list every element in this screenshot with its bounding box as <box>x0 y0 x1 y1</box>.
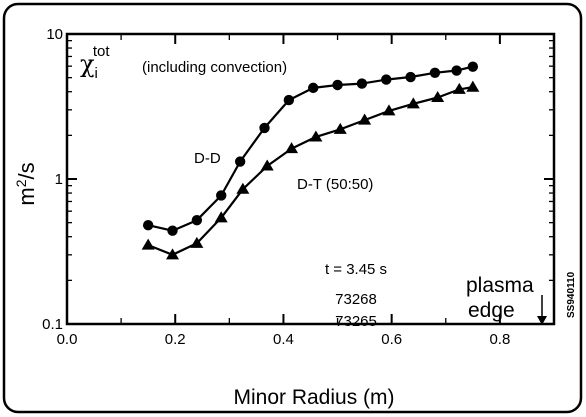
data-point <box>358 113 372 125</box>
data-point <box>381 74 392 85</box>
y-axis-label: m2/s <box>13 162 39 205</box>
time-label: t = 3.45 s <box>325 261 387 278</box>
quantity-label: χitot <box>80 43 110 82</box>
plasma-edge-arrow-icon <box>537 316 547 325</box>
x-tick-label: 0.0 <box>57 331 78 348</box>
data-point <box>466 80 480 92</box>
y-tick-label: 0.1 <box>42 316 63 333</box>
data-point <box>332 79 343 91</box>
data-point <box>142 220 154 231</box>
shot-number-2: 73265 <box>335 313 377 330</box>
data-point <box>467 61 479 72</box>
data-point <box>141 238 155 250</box>
data-point <box>309 130 323 142</box>
data-point <box>356 78 368 89</box>
shot-number-1: 73268 <box>335 291 377 308</box>
series-label-dt: D-T (50:50) <box>297 176 373 193</box>
data-point <box>283 94 295 106</box>
series-layer <box>141 61 480 260</box>
figure-id: SS940110 <box>566 271 577 318</box>
data-point <box>167 225 178 236</box>
data-point <box>382 104 396 116</box>
figure-frame <box>2 2 583 414</box>
data-point <box>236 182 250 194</box>
plasma-edge-label: plasma <box>466 274 534 297</box>
x-tick-label: 0.6 <box>381 331 402 348</box>
data-point <box>216 190 227 201</box>
data-point <box>429 67 441 79</box>
y-tick-label: 10 <box>46 26 63 43</box>
y-tick-label: 1 <box>55 171 63 188</box>
data-point <box>406 97 420 109</box>
series-line-1 <box>147 86 473 256</box>
data-point <box>405 71 416 83</box>
data-point <box>234 156 246 167</box>
data-point <box>431 90 445 103</box>
data-point <box>190 236 204 248</box>
y-axis-ticks: 0.1 1 10 <box>42 26 554 333</box>
data-point <box>285 142 299 154</box>
x-axis-label: Minor Radius (m) <box>233 386 394 409</box>
data-point <box>333 122 347 134</box>
convection-note: (including convection) <box>142 59 287 76</box>
x-axis-ticks: 0.0 0.2 0.4 0.6 0.8 <box>57 34 555 348</box>
data-point <box>308 82 319 94</box>
x-tick-label: 0.8 <box>489 331 510 348</box>
data-point <box>214 211 228 223</box>
data-point <box>259 122 270 134</box>
data-point <box>451 65 462 76</box>
data-point <box>452 82 466 94</box>
data-point <box>191 214 203 226</box>
series-label-dd: D-D <box>194 150 221 167</box>
data-point <box>260 159 274 171</box>
plasma-edge-label-line2: edge <box>468 299 515 322</box>
x-tick-label: 0.2 <box>165 331 186 348</box>
data-point <box>166 248 180 260</box>
x-tick-label: 0.4 <box>273 331 294 348</box>
